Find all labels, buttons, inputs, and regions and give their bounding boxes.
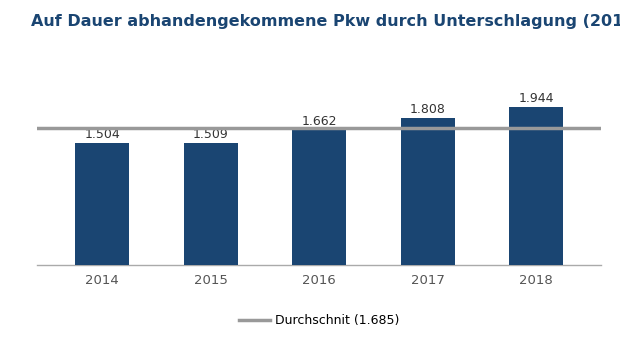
Text: Auf Dauer abhandengekommene Pkw durch Unterschlagung (2014-2018)²: Auf Dauer abhandengekommene Pkw durch Un… [31, 14, 620, 29]
Text: 1.808: 1.808 [410, 103, 446, 117]
Legend: Durchschnit (1.685): Durchschnit (1.685) [234, 309, 405, 332]
Text: 1.662: 1.662 [301, 115, 337, 128]
Bar [292, 130, 347, 265]
Bar [184, 143, 238, 265]
Text: 1.509: 1.509 [193, 128, 229, 141]
Bar [401, 119, 455, 265]
Bar [509, 107, 564, 265]
Text: 1.504: 1.504 [84, 128, 120, 141]
Text: 1.944: 1.944 [518, 92, 554, 105]
Bar [75, 143, 130, 265]
